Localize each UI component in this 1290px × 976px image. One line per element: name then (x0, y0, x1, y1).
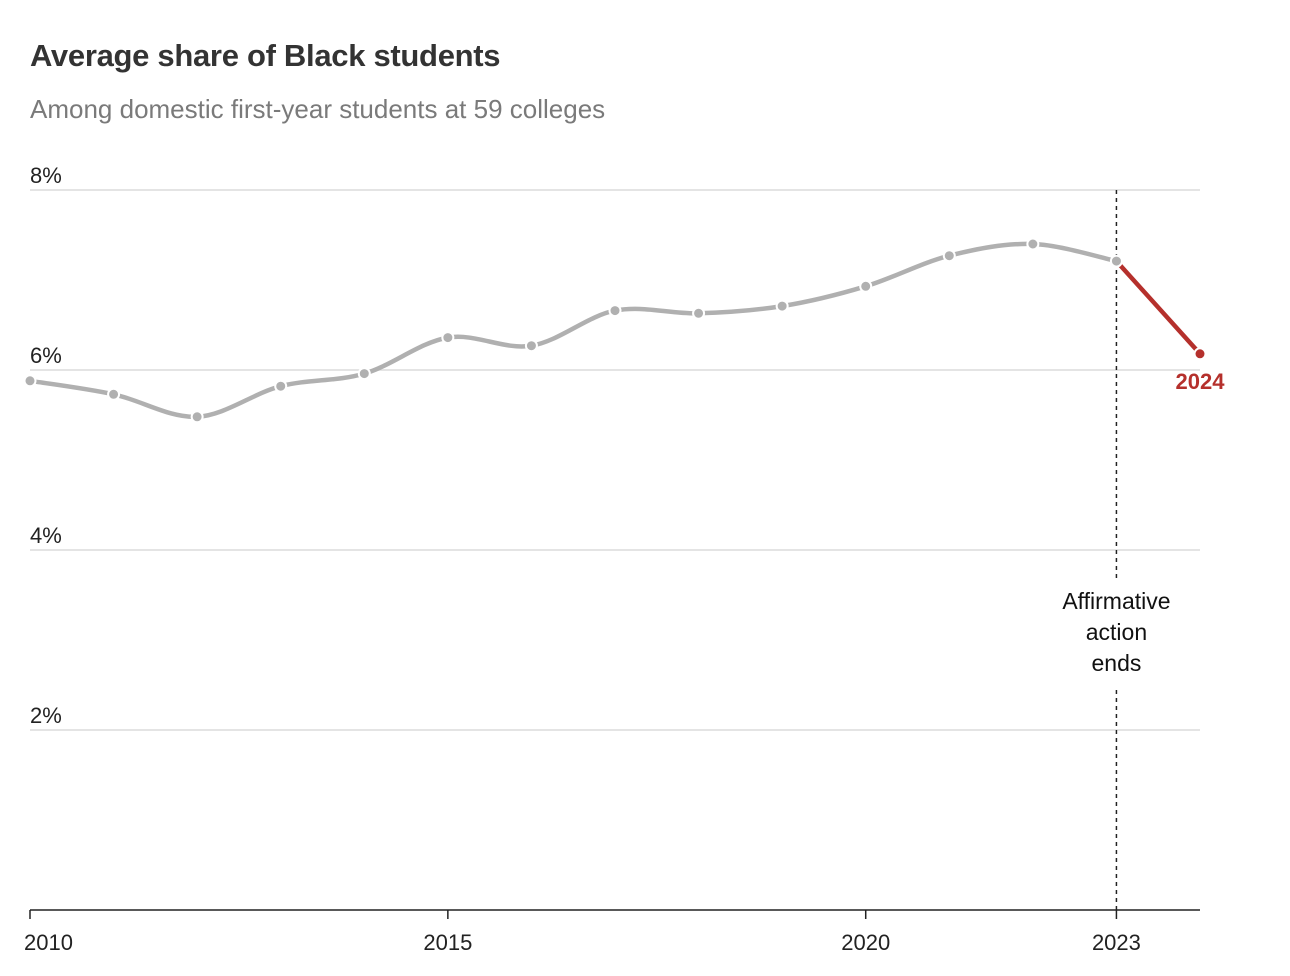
data-point (775, 299, 789, 313)
data-point (357, 367, 371, 381)
data-point (441, 331, 455, 345)
annotation-text: Affirmative (1062, 588, 1170, 614)
y-tick-label: 6% (30, 343, 62, 368)
chart-subtitle: Among domestic first-year students at 59… (30, 94, 606, 124)
data-point (942, 249, 956, 263)
data-point (23, 374, 37, 388)
y-tick-label: 2% (30, 703, 62, 728)
x-tick-label: 2020 (841, 930, 890, 955)
annotation-text: ends (1091, 650, 1141, 676)
y-tick-label: 4% (30, 523, 62, 548)
y-tick-label: 8% (30, 163, 62, 188)
data-point (524, 339, 538, 353)
end-point-label: 2024 (1176, 369, 1226, 394)
data-point (107, 387, 121, 401)
x-tick-label: 2010 (24, 930, 73, 955)
data-point (274, 379, 288, 393)
data-point (859, 279, 873, 293)
x-tick-label: 2015 (423, 930, 472, 955)
data-point (1026, 237, 1040, 251)
x-tick-label: 2023 (1092, 930, 1141, 955)
series-line-after (1114, 258, 1203, 357)
data-point (1193, 347, 1207, 361)
chart-title: Average share of Black students (30, 38, 501, 73)
series-line-before (27, 241, 1119, 420)
data-point (692, 306, 706, 320)
data-point (608, 304, 622, 318)
data-point (190, 410, 204, 424)
data-point (1109, 254, 1123, 268)
annotation-text: action (1086, 619, 1147, 645)
